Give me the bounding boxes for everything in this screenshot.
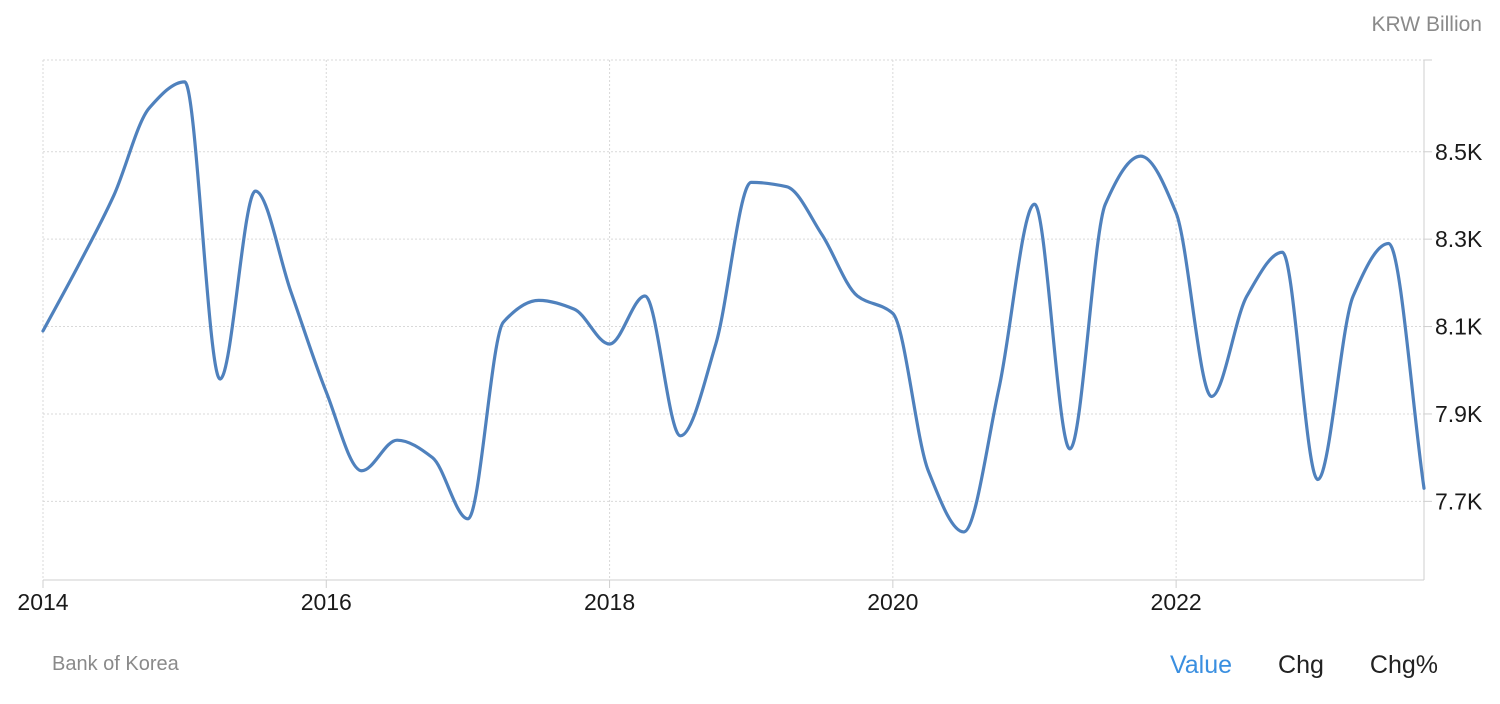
unit-label: KRW Billion xyxy=(1371,13,1482,36)
x-tick-label: 2016 xyxy=(301,589,352,615)
y-tick-label: 7.7K xyxy=(1435,488,1483,514)
series-line xyxy=(41,80,1426,534)
y-tick-label: 7.9K xyxy=(1435,401,1483,427)
chg-toggle[interactable]: Chg xyxy=(1278,651,1324,679)
axes xyxy=(42,59,1432,588)
tick-labels: 7.7K 7.9K 8.1K 8.3K 8.5K 2014 2016 2018 2020 2022 xyxy=(17,139,1483,615)
view-toggle: Value Chg Chg% xyxy=(1170,651,1438,680)
y-tick-label: 8.3K xyxy=(1435,226,1483,252)
y-tick-label: 8.5K xyxy=(1435,139,1483,165)
x-tick-label: 2018 xyxy=(584,589,635,615)
grid-lines xyxy=(42,59,1424,580)
y-tick-label: 8.1K xyxy=(1435,314,1483,340)
x-tick-label: 2020 xyxy=(867,589,918,615)
value-toggle[interactable]: Value xyxy=(1169,651,1233,679)
source-label: Bank of Korea xyxy=(52,653,179,675)
x-tick-label: 2022 xyxy=(1151,589,1202,615)
chg-percent-toggle[interactable]: Chg% xyxy=(1369,651,1438,679)
x-tick-label: 2014 xyxy=(17,589,68,615)
